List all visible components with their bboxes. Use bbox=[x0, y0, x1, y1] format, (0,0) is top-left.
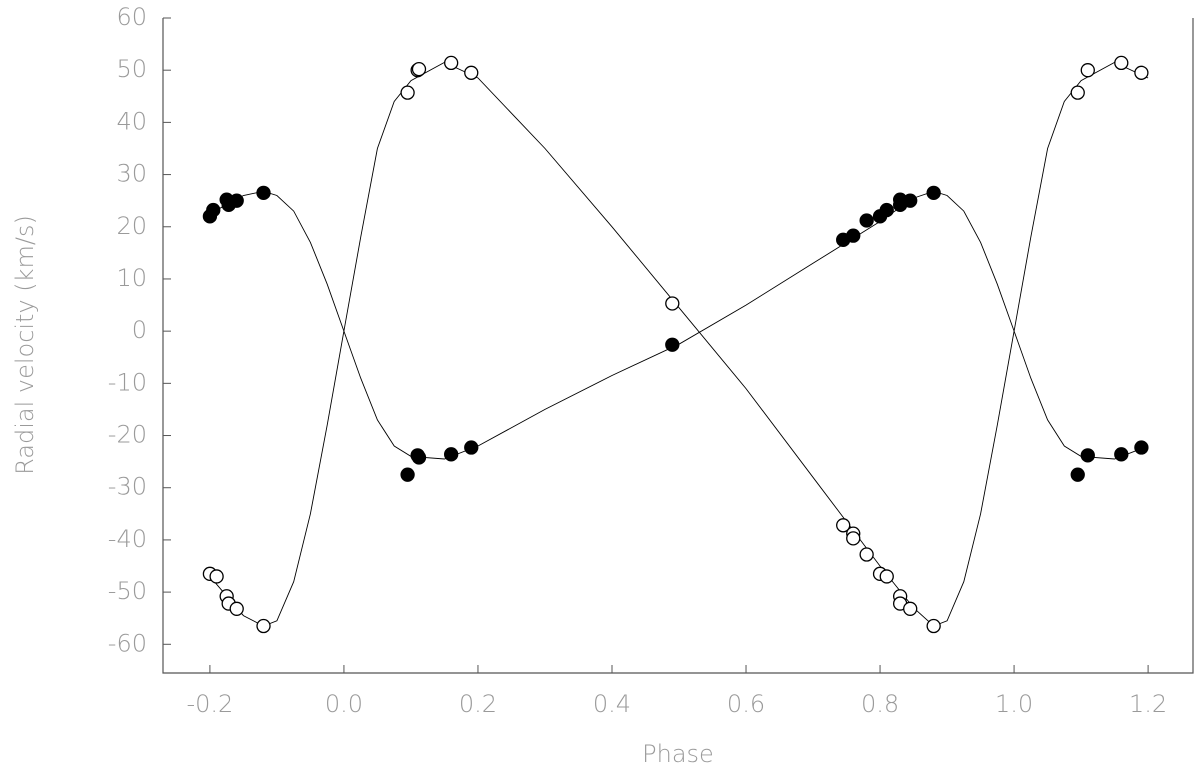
open-point bbox=[665, 296, 680, 311]
filled-point bbox=[665, 337, 680, 352]
filled-point bbox=[1134, 440, 1149, 455]
x-tick-label: 0.6 bbox=[727, 690, 765, 718]
filled-point bbox=[256, 185, 271, 200]
model-curve bbox=[209, 61, 1149, 627]
filled-point bbox=[411, 450, 427, 465]
y-tick-label: 0 bbox=[132, 316, 147, 344]
x-tick-label: -0.2 bbox=[186, 690, 233, 718]
filled-point bbox=[903, 193, 918, 208]
open-point bbox=[1114, 55, 1129, 71]
filled-point bbox=[926, 185, 941, 200]
x-axis-title: Phase bbox=[642, 740, 714, 768]
open-point bbox=[836, 518, 851, 533]
filled-point bbox=[1114, 447, 1129, 462]
open-point bbox=[926, 618, 941, 634]
filled-point bbox=[400, 467, 415, 482]
y-tick-label: 10 bbox=[116, 264, 147, 292]
open-point bbox=[444, 55, 459, 71]
x-tick-label: 0.2 bbox=[459, 690, 497, 718]
filled-point bbox=[1070, 467, 1085, 482]
y-tick-label: 20 bbox=[116, 212, 147, 240]
x-tick-label: 0.8 bbox=[861, 690, 899, 718]
open-point bbox=[903, 601, 918, 616]
y-tick-label: -50 bbox=[108, 577, 147, 605]
open-point bbox=[879, 569, 894, 584]
y-tick-label: 60 bbox=[116, 3, 147, 31]
y-tick-label: 50 bbox=[116, 55, 147, 83]
open-point bbox=[1070, 85, 1085, 100]
open-point bbox=[400, 85, 415, 100]
y-tick-label: -60 bbox=[108, 629, 147, 657]
open-point bbox=[229, 601, 244, 616]
open-point bbox=[256, 618, 271, 634]
open-point bbox=[411, 61, 427, 77]
axis-frame bbox=[162, 18, 1194, 674]
open-point bbox=[859, 547, 874, 562]
filled-point bbox=[444, 447, 459, 462]
model-curve bbox=[209, 190, 1149, 460]
filled-point bbox=[206, 202, 221, 218]
filled-point bbox=[879, 202, 894, 218]
filled-point bbox=[1080, 448, 1095, 463]
x-tick-label: 0.4 bbox=[593, 690, 631, 718]
x-tick-label: 1.2 bbox=[1129, 690, 1167, 718]
open-point bbox=[464, 65, 479, 80]
y-tick-label: 40 bbox=[116, 107, 147, 135]
open-point bbox=[1080, 63, 1095, 78]
y-axis-title: Radial velocity (km/s) bbox=[11, 215, 39, 475]
open-point bbox=[846, 531, 861, 546]
filled-point bbox=[859, 213, 874, 228]
y-tick-label: -30 bbox=[108, 473, 147, 501]
filled-point bbox=[229, 193, 244, 208]
y-tick-label: -40 bbox=[108, 525, 147, 553]
filled-point bbox=[846, 228, 861, 243]
x-tick-label: 1.0 bbox=[995, 690, 1033, 718]
y-tick-label: -10 bbox=[108, 368, 147, 396]
open-point bbox=[1134, 65, 1149, 80]
x-tick-label: 0.0 bbox=[325, 690, 363, 718]
y-tick-label: 30 bbox=[116, 160, 147, 188]
y-tick-label: -20 bbox=[108, 421, 147, 449]
open-point bbox=[209, 569, 224, 584]
filled-point bbox=[464, 440, 479, 455]
